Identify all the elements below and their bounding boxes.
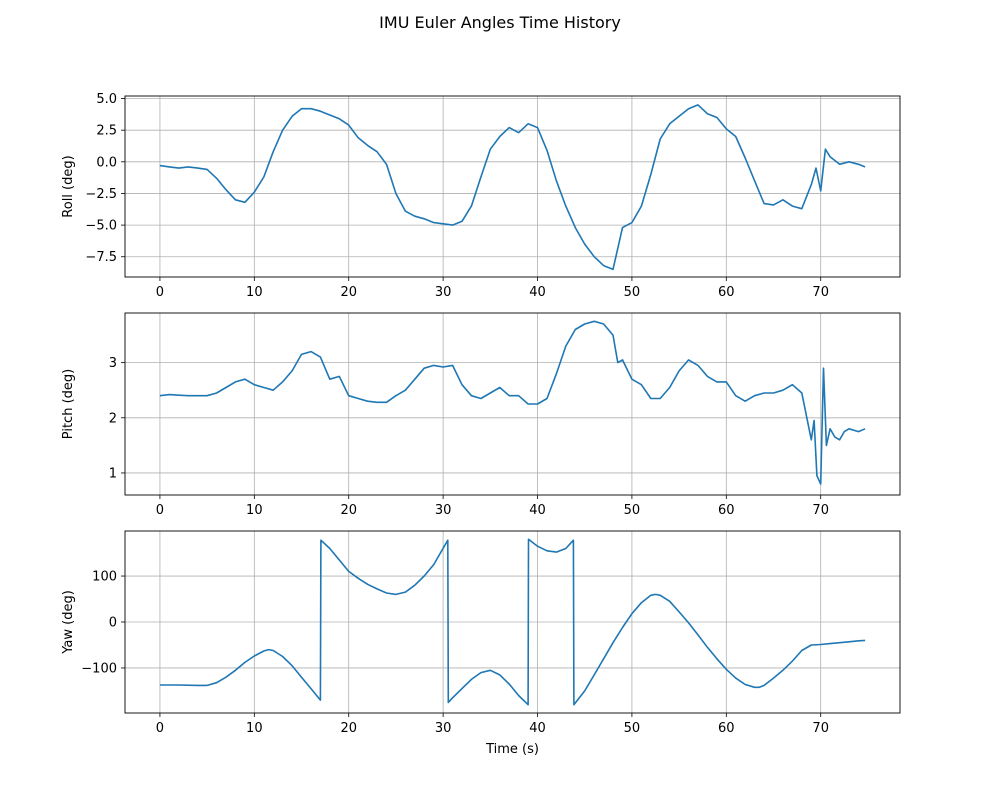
y-tick-label: −2.5 xyxy=(85,187,117,202)
x-tick-label: 60 xyxy=(718,721,735,736)
x-tick-label: 0 xyxy=(156,721,164,736)
x-tick-label: 70 xyxy=(812,285,829,300)
y-tick-label: 2 xyxy=(109,411,117,426)
subplot-1: 0 10 20 30 40 50 60 70 −7.5 −5.0 −2.5 0.0 2.5 5.0 Roll… xyxy=(61,92,901,300)
x-tick-label: 40 xyxy=(529,503,546,518)
y-axis-label: Pitch (deg) xyxy=(61,369,76,439)
y-tick-label: −7.5 xyxy=(85,250,117,265)
x-tick-label: 50 xyxy=(624,503,641,518)
x-tick-label: 10 xyxy=(246,285,263,300)
x-tick-label: 40 xyxy=(529,285,546,300)
y-tick-label: 0.0 xyxy=(96,155,117,170)
y-tick-label: −5.0 xyxy=(85,219,117,234)
x-tick-label: 60 xyxy=(718,503,735,518)
x-tick-label: 10 xyxy=(246,721,263,736)
x-tick-label: 30 xyxy=(435,503,452,518)
y-tick-label: −100 xyxy=(81,661,117,676)
y-tick-label: 2.5 xyxy=(96,124,117,139)
x-tick-label: 70 xyxy=(812,721,829,736)
y-axis-label: Yaw (deg) xyxy=(61,590,76,655)
x-tick-label: 10 xyxy=(246,503,263,518)
x-tick-label: 0 xyxy=(156,503,164,518)
y-axis-label: Roll (deg) xyxy=(61,155,76,217)
series-line-1 xyxy=(159,320,866,485)
x-tick-label: 50 xyxy=(624,285,641,300)
axes-frame xyxy=(124,312,901,496)
x-tick-label: 20 xyxy=(340,721,357,736)
axes-frame xyxy=(124,95,901,278)
y-tick-label: 100 xyxy=(92,570,117,585)
y-tick-label: 5.0 xyxy=(96,92,117,107)
y-tick-label: 3 xyxy=(109,356,117,371)
figure-title: IMU Euler Angles Time History xyxy=(379,13,621,32)
subplot-2: 0 10 20 30 40 50 60 70 1 2 3 Pitch (deg) xyxy=(61,312,901,518)
x-tick-label: 30 xyxy=(435,285,452,300)
x-tick-label: 0 xyxy=(156,285,164,300)
subplot-3: 0 10 20 30 40 50 60 70 −100 0 100 Yaw (deg) Time (s) xyxy=(61,530,901,757)
series-line-1 xyxy=(159,104,866,271)
x-tick-label: 40 xyxy=(529,721,546,736)
series-line-1 xyxy=(159,538,866,706)
y-tick-label: 1 xyxy=(109,466,117,481)
x-tick-label: 50 xyxy=(624,721,641,736)
x-tick-label: 30 xyxy=(435,721,452,736)
x-tick-label: 20 xyxy=(340,503,357,518)
y-tick-label: 0 xyxy=(109,616,117,631)
x-axis-label: Time (s) xyxy=(485,742,539,757)
axes-frame xyxy=(124,530,901,714)
x-tick-label: 60 xyxy=(718,285,735,300)
x-tick-label: 70 xyxy=(812,503,829,518)
x-tick-label: 20 xyxy=(340,285,357,300)
